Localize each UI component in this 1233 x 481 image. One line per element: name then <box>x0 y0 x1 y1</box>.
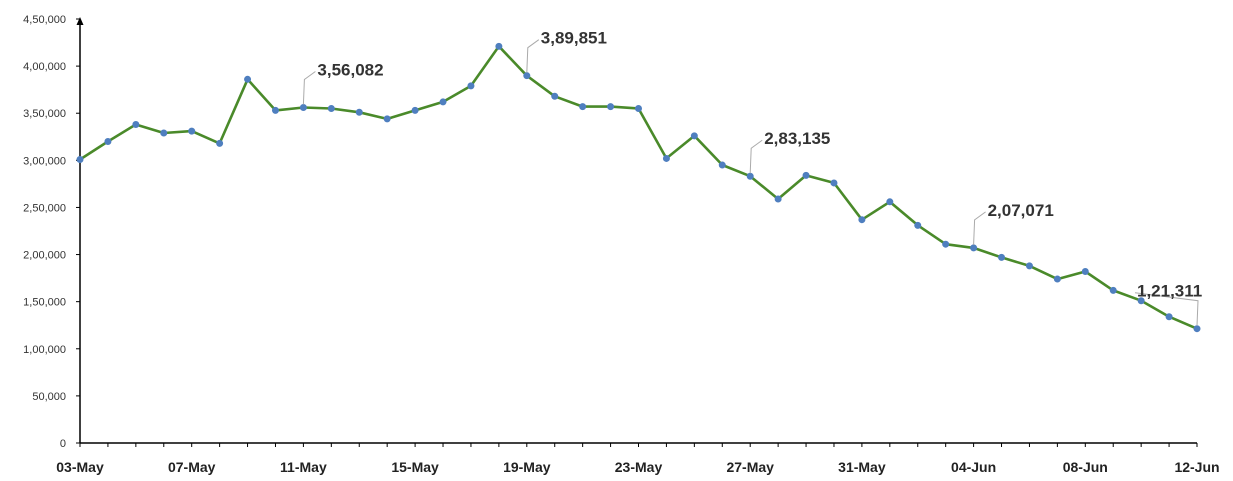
data-point <box>383 115 391 123</box>
x-tick-label: 03-May <box>56 459 104 475</box>
y-tick-label: 3,50,000 <box>23 108 66 120</box>
data-point <box>467 82 475 90</box>
callout-leader <box>973 211 986 245</box>
data-point <box>998 253 1006 261</box>
data-point <box>746 172 754 180</box>
data-point <box>970 244 978 252</box>
y-tick-label: 2,00,000 <box>23 250 66 262</box>
y-tick-label: 1,00,000 <box>23 344 66 356</box>
y-axis: 0 50,000 1,00,000 1,50,000 2,00,000 2,50,000 3… <box>23 14 84 450</box>
y-tick-label: 50,000 <box>32 391 66 403</box>
data-point <box>355 108 363 116</box>
data-point <box>216 139 224 147</box>
data-point <box>76 155 84 163</box>
y-tick-label: 2,50,000 <box>23 202 66 214</box>
x-tick-label: 15-May <box>391 459 439 475</box>
data-point <box>495 42 503 50</box>
data-point <box>914 221 922 229</box>
callout-leader <box>749 139 763 174</box>
series-line <box>79 44 1198 330</box>
data-point <box>299 103 307 111</box>
data-point <box>607 103 615 111</box>
data-point <box>1137 297 1145 305</box>
callout-leader <box>302 71 316 105</box>
data-point <box>774 195 782 203</box>
data-point <box>327 105 335 113</box>
data-point <box>579 103 587 111</box>
x-tick-label: 19-May <box>503 459 551 475</box>
data-point <box>411 106 419 114</box>
callouts: 3,56,082 3,89,851 2,83,135 2,07,071 1,21,311 <box>302 29 1202 326</box>
data-point <box>1025 262 1033 270</box>
x-tick-label: 12-Jun <box>1174 459 1219 475</box>
y-tick-label: 4,50,000 <box>23 14 66 26</box>
x-tick-label: 08-Jun <box>1063 459 1108 475</box>
data-point <box>830 179 838 187</box>
data-point <box>1165 313 1173 321</box>
data-point <box>1053 275 1061 283</box>
data-point <box>439 98 447 106</box>
y-tick-label: 3,00,000 <box>23 155 66 167</box>
callout-leader <box>1134 292 1199 326</box>
data-point <box>942 240 950 248</box>
data-point <box>551 92 559 100</box>
data-point <box>802 171 810 179</box>
x-tick-label: 04-Jun <box>951 459 996 475</box>
data-point <box>886 198 894 206</box>
data-point <box>523 72 531 80</box>
y-axis-arrow <box>76 17 84 25</box>
callout-label: 1,21,311 <box>1137 282 1202 301</box>
callout-label: 2,07,071 <box>988 201 1054 220</box>
x-axis: 03-May 07-May 11-May 15-May 19-May 23-May 27-M… <box>56 442 1220 475</box>
data-point <box>718 161 726 169</box>
data-point <box>1081 268 1089 276</box>
data-point <box>271 106 279 114</box>
data-point <box>244 75 252 83</box>
callout-label: 3,56,082 <box>317 60 383 79</box>
data-point <box>1193 325 1201 333</box>
y-tick-label: 1,50,000 <box>23 297 66 309</box>
data-point <box>104 137 112 145</box>
data-point <box>132 121 140 129</box>
x-tick-label: 31-May <box>838 459 886 475</box>
x-tick-label: 27-May <box>726 459 774 475</box>
data-point <box>858 216 866 224</box>
series-group <box>76 42 1201 333</box>
y-tick-label: 0 <box>60 438 66 450</box>
data-point <box>690 132 698 140</box>
y-tick-label: 4,00,000 <box>23 61 66 73</box>
data-point <box>188 127 196 135</box>
data-point <box>160 129 168 137</box>
x-tick-label: 11-May <box>280 459 327 475</box>
x-tick-label: 23-May <box>615 459 663 475</box>
callout-label: 2,83,135 <box>764 129 830 148</box>
callout-label: 3,89,851 <box>541 29 607 48</box>
data-point <box>662 154 670 162</box>
x-tick-label: 07-May <box>168 459 216 475</box>
data-point <box>635 105 642 113</box>
data-point <box>1109 286 1117 294</box>
callout-leader <box>526 39 540 73</box>
